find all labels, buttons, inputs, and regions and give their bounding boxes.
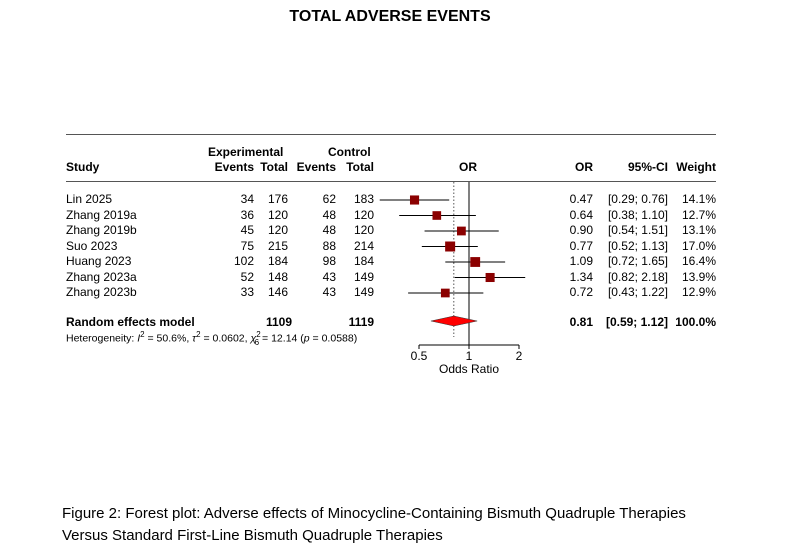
- header-rule: [66, 181, 716, 182]
- exp-events: 102: [233, 254, 254, 268]
- header-or-plot: OR: [459, 160, 477, 174]
- pooled-ci: [0.59; 1.12]: [605, 315, 668, 329]
- study-or: 1.34: [569, 269, 593, 284]
- study-square: [445, 241, 456, 252]
- het-p: = 0.0588): [309, 332, 358, 345]
- study-name: Suo 2023: [66, 238, 118, 253]
- exp-events: 34: [240, 192, 254, 206]
- ctrl-total: 149: [353, 285, 374, 299]
- ctrl-total: 120: [353, 207, 374, 222]
- ctrl-total: 149: [353, 269, 374, 284]
- x-axis-label: Odds Ratio: [439, 362, 499, 376]
- study-square: [457, 226, 466, 236]
- study-weight: 13.1%: [681, 223, 716, 237]
- ctrl-total: 214: [353, 238, 374, 253]
- exp-total: 148: [267, 269, 288, 284]
- study-name: Zhang 2019a: [66, 207, 137, 222]
- study-name: Zhang 2023b: [66, 285, 137, 299]
- x-tick-label: 1: [466, 349, 473, 363]
- top-rule: [66, 134, 716, 135]
- chart-title: TOTAL ADVERSE EVENTS: [289, 8, 491, 25]
- study-ci: [0.52; 1.13]: [607, 238, 668, 253]
- figure-caption: Figure 2: Forest plot: Adverse effects o…: [62, 505, 686, 544]
- header-or: OR: [575, 160, 593, 174]
- x-tick-label: 0.5: [411, 349, 428, 363]
- study-ci: [0.82; 2.18]: [607, 269, 668, 284]
- pooled-or: 0.81: [569, 315, 593, 329]
- forest-plot: 0.5 1 2 Odds Ratio: [379, 182, 526, 376]
- ctrl-events: 43: [322, 285, 336, 299]
- exp-total: 184: [267, 254, 288, 268]
- study-ci: [0.72; 1.65]: [607, 254, 668, 268]
- ctrl-total: 183: [353, 192, 374, 206]
- study-weight: 13.9%: [681, 269, 716, 284]
- exp-events: 45: [240, 223, 254, 237]
- study-name: Zhang 2019b: [66, 223, 137, 237]
- ctrl-events: 43: [322, 269, 336, 284]
- ctrl-events: 48: [322, 207, 336, 222]
- ctrl-events: 62: [322, 192, 336, 206]
- study-weight: 12.7%: [681, 207, 716, 222]
- study-ci: [0.29; 0.76]: [607, 192, 668, 206]
- header-ci: 95%-CI: [627, 160, 668, 174]
- het-chi2: = 12.14 (: [259, 332, 304, 345]
- study-ci: [0.38; 1.10]: [607, 207, 668, 222]
- header-exp-events: Events: [214, 160, 254, 174]
- pooled-exp-total: 1109: [265, 315, 292, 329]
- exp-total: 215: [267, 238, 288, 253]
- study-or: 1.09: [569, 254, 593, 268]
- het-df: 6: [254, 337, 260, 347]
- exp-events: 52: [240, 269, 254, 284]
- study-weight: 12.9%: [681, 285, 716, 299]
- exp-total: 146: [267, 285, 288, 299]
- study-weight: 14.1%: [681, 192, 716, 206]
- study-name: Lin 2025: [66, 192, 113, 206]
- exp-events: 36: [240, 207, 254, 222]
- study-square: [432, 211, 442, 220]
- header-control: Control: [328, 145, 371, 159]
- header-experimental: Experimental: [208, 145, 284, 159]
- study-ci: [0.43; 1.22]: [607, 285, 668, 299]
- study-or: 0.47: [569, 192, 593, 206]
- ctrl-total: 184: [353, 254, 374, 268]
- ctrl-events: 98: [322, 254, 336, 268]
- study-name: Zhang 2023a: [66, 269, 137, 284]
- study-square: [440, 288, 450, 298]
- study-weight: 17.0%: [681, 238, 716, 253]
- heterogeneity-text: Heterogeneity: I2 = 50.6%, τ2 = 0.0602, …: [66, 330, 358, 347]
- exp-events: 75: [240, 238, 254, 253]
- study-ci: [0.54; 1.51]: [607, 223, 668, 237]
- study-weight: 16.4%: [681, 254, 716, 268]
- study-or: 0.64: [569, 207, 593, 222]
- header-ctrl-events: Events: [296, 160, 336, 174]
- pooled-ctrl-total: 1119: [348, 315, 374, 329]
- header-ctrl-total: Total: [346, 160, 374, 174]
- study-or: 0.77: [569, 238, 593, 253]
- exp-total: 176: [267, 192, 288, 206]
- ctrl-total: 120: [353, 223, 374, 237]
- pooled-label: Random effects model: [66, 315, 195, 329]
- pooled-weight: 100.0%: [675, 315, 716, 329]
- exp-events: 33: [240, 285, 254, 299]
- het-tau2: = 0.0602,: [200, 332, 251, 345]
- header-weight: Weight: [676, 160, 716, 174]
- study-square: [409, 195, 420, 205]
- study-square: [485, 272, 495, 283]
- exp-total: 120: [267, 207, 288, 222]
- ctrl-events: 48: [322, 223, 336, 237]
- ctrl-events: 88: [322, 238, 336, 253]
- exp-total: 120: [267, 223, 288, 237]
- het-i2: = 50.6%,: [144, 332, 193, 345]
- study-or: 0.72: [569, 285, 593, 299]
- het-label: Heterogeneity:: [66, 332, 138, 345]
- x-tick-label: 2: [516, 349, 523, 363]
- header-study: Study: [66, 160, 100, 174]
- study-name: Huang 2023: [66, 254, 132, 268]
- pooled-diamond: [430, 315, 478, 327]
- study-or: 0.90: [569, 223, 593, 237]
- study-square: [470, 257, 481, 267]
- header-exp-total: Total: [260, 160, 288, 174]
